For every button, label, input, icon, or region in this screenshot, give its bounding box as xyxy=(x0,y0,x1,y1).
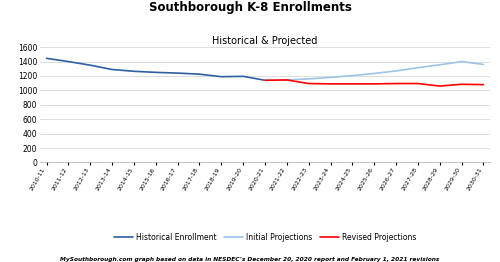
Historical Enrollment xyxy=(174,72,180,75)
Historical Enrollment xyxy=(240,75,246,78)
Historical Enrollment xyxy=(196,73,202,76)
Initial Projections xyxy=(262,79,268,82)
Initial Projections xyxy=(371,72,377,75)
Historical Enrollment xyxy=(218,75,224,78)
Revised Projections xyxy=(415,82,421,85)
Historical Enrollment xyxy=(262,79,268,82)
Text: MySouthborough.com graph based on data in NESDEC’s December 20, 2020 report and : MySouthborough.com graph based on data i… xyxy=(60,257,440,262)
Line: Initial Projections: Initial Projections xyxy=(265,62,484,80)
Revised Projections xyxy=(328,82,334,85)
Revised Projections xyxy=(458,83,464,86)
Initial Projections xyxy=(458,60,464,63)
Line: Revised Projections: Revised Projections xyxy=(265,80,484,86)
Revised Projections xyxy=(284,78,290,81)
Initial Projections xyxy=(415,66,421,69)
Revised Projections xyxy=(262,79,268,82)
Historical Enrollment xyxy=(131,70,137,73)
Text: Southborough K-8 Enrollments: Southborough K-8 Enrollments xyxy=(148,1,352,14)
Initial Projections xyxy=(480,63,486,66)
Line: Historical Enrollment: Historical Enrollment xyxy=(46,58,265,80)
Revised Projections xyxy=(393,82,399,85)
Initial Projections xyxy=(328,76,334,79)
Historical Enrollment xyxy=(109,68,115,71)
Initial Projections xyxy=(284,78,290,81)
Initial Projections xyxy=(306,77,312,80)
Revised Projections xyxy=(306,82,312,85)
Revised Projections xyxy=(371,82,377,85)
Historical Enrollment xyxy=(66,60,71,63)
Historical Enrollment xyxy=(87,64,93,67)
Title: Historical & Projected: Historical & Projected xyxy=(212,36,318,46)
Revised Projections xyxy=(350,82,356,85)
Historical Enrollment xyxy=(153,71,159,74)
Initial Projections xyxy=(393,69,399,73)
Legend: Historical Enrollment, Initial Projections, Revised Projections: Historical Enrollment, Initial Projectio… xyxy=(114,233,416,242)
Initial Projections xyxy=(437,63,443,66)
Historical Enrollment xyxy=(44,57,50,60)
Revised Projections xyxy=(480,83,486,86)
Revised Projections xyxy=(437,84,443,88)
Initial Projections xyxy=(350,74,356,77)
